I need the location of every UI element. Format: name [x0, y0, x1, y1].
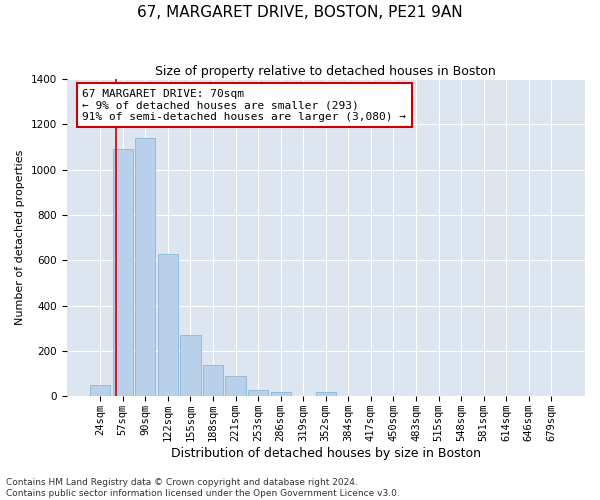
- Bar: [135, 138, 155, 396]
- Bar: [248, 390, 268, 396]
- Bar: [181, 335, 200, 396]
- Bar: [271, 392, 291, 396]
- Text: Contains HM Land Registry data © Crown copyright and database right 2024.
Contai: Contains HM Land Registry data © Crown c…: [6, 478, 400, 498]
- Bar: [158, 254, 178, 396]
- X-axis label: Distribution of detached houses by size in Boston: Distribution of detached houses by size …: [171, 447, 481, 460]
- Text: 67, MARGARET DRIVE, BOSTON, PE21 9AN: 67, MARGARET DRIVE, BOSTON, PE21 9AN: [137, 5, 463, 20]
- Text: 67 MARGARET DRIVE: 70sqm
← 9% of detached houses are smaller (293)
91% of semi-d: 67 MARGARET DRIVE: 70sqm ← 9% of detache…: [82, 88, 406, 122]
- Bar: [90, 385, 110, 396]
- Bar: [316, 392, 336, 396]
- Y-axis label: Number of detached properties: Number of detached properties: [15, 150, 25, 326]
- Bar: [203, 364, 223, 396]
- Title: Size of property relative to detached houses in Boston: Size of property relative to detached ho…: [155, 65, 496, 78]
- Bar: [226, 376, 246, 396]
- Bar: [113, 150, 133, 396]
